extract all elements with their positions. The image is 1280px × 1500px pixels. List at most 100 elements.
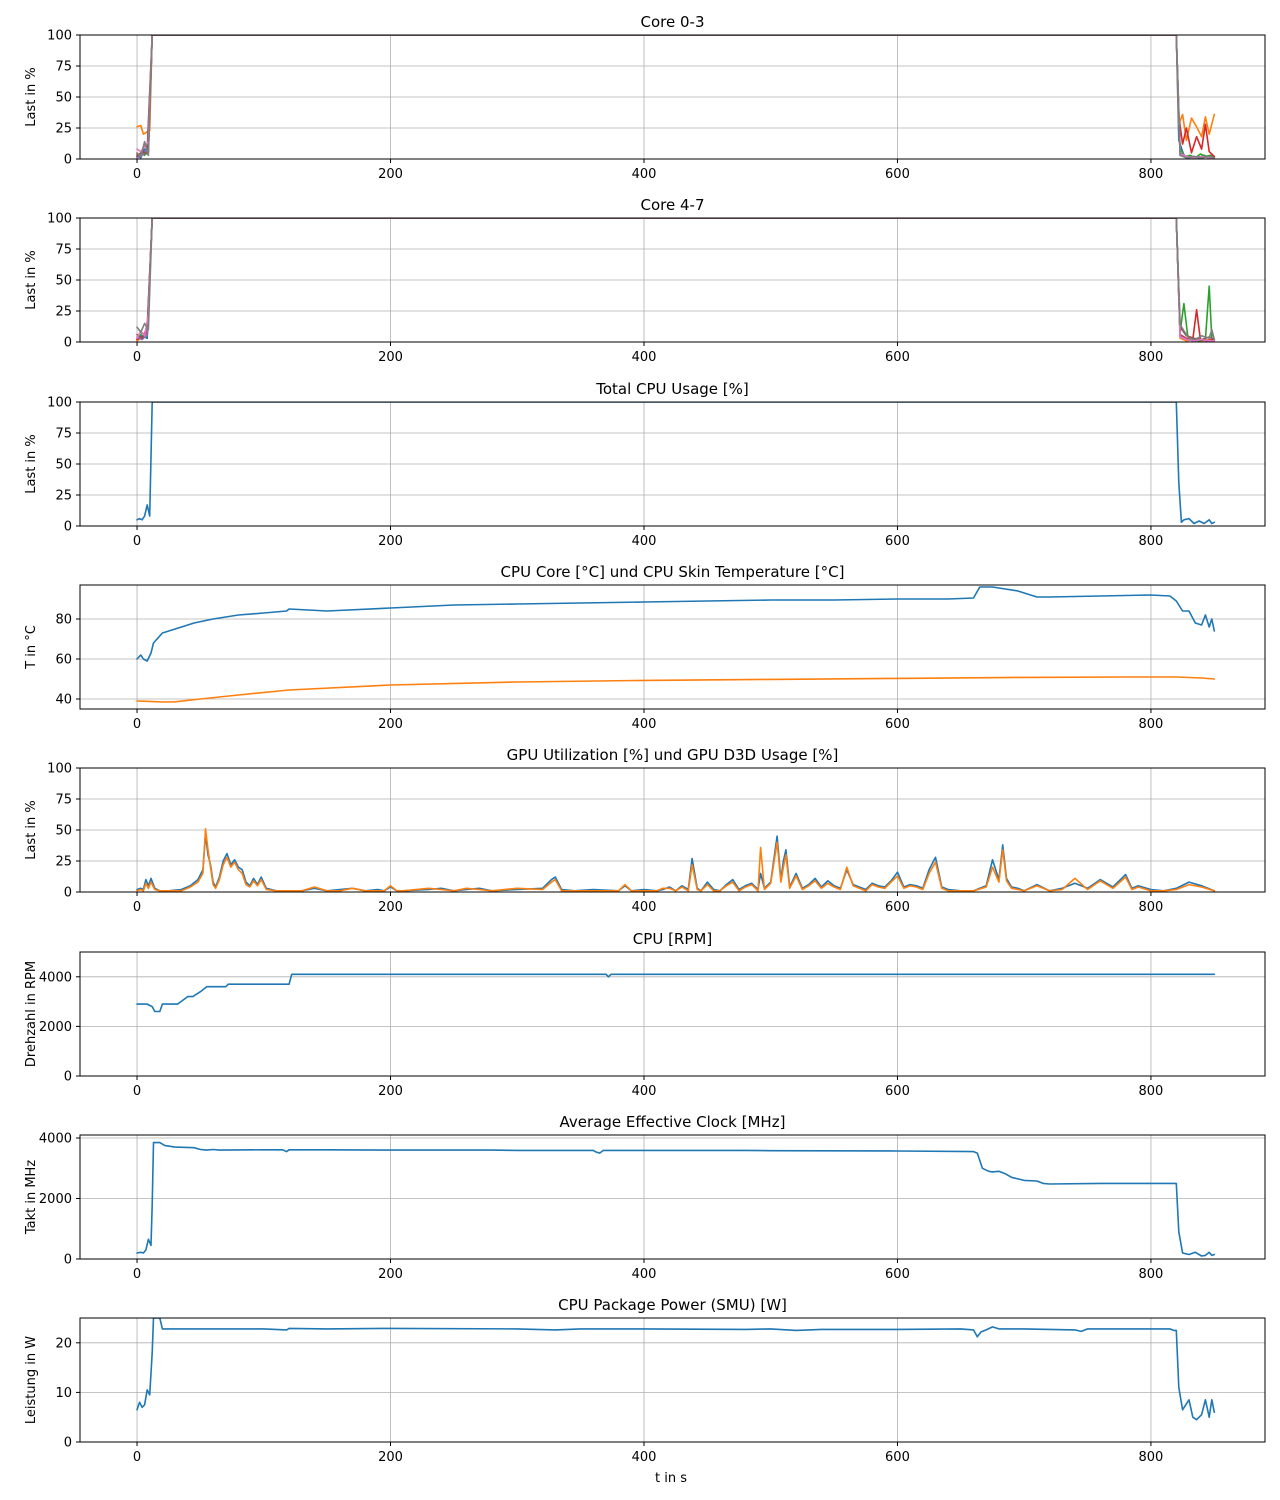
x-tick-label: 800: [1139, 1450, 1164, 1465]
series-line-core-2: [136, 35, 1216, 159]
y-tick-label: 100: [47, 396, 72, 411]
series-line-core-12: [136, 218, 1216, 342]
x-tick-label: 400: [632, 1267, 657, 1282]
y-axis-label: Last in %: [24, 434, 39, 494]
plot-frame: [79, 584, 1266, 710]
y-tick-label: 100: [47, 212, 72, 227]
y-tick-label: 50: [55, 824, 72, 839]
grid: [80, 217, 1265, 343]
y-axis-label: Takt in MHz: [24, 1160, 39, 1235]
y-tick-label: 100: [47, 29, 72, 44]
series-group: [136, 1141, 1216, 1257]
grid: [80, 1135, 1265, 1260]
series-line-core-8: [136, 218, 1216, 342]
x-tick-label: 200: [378, 534, 403, 549]
series-line-average-effective-clock: [136, 1141, 1216, 1257]
y-tick-label: 50: [55, 274, 72, 289]
y-tick-label: 4000: [39, 970, 72, 985]
x-tick-label: 0: [133, 350, 141, 365]
plot-frame: [79, 767, 1266, 893]
subplot-6: CPU [RPM] 0 200 400 600 800 0 2000 4000Drehzahl …: [24, 930, 1266, 1099]
series-line-core-1: [136, 35, 1216, 142]
y-axis-label: Last in %: [24, 67, 39, 127]
subplot-4: CPU Core [°C] und CPU Skin Temperature […: [24, 563, 1266, 732]
x-tick-label: 600: [885, 1450, 910, 1465]
x-tick-label: 0: [133, 167, 141, 182]
x-tick-label: 800: [1139, 534, 1164, 549]
y-tick-label: 0: [64, 1436, 72, 1451]
y-axis-label: Last in %: [24, 800, 39, 860]
subplot-1: Core 0-3 0 200 400 600 800 0 25 50 75 100 Last in %: [24, 13, 1266, 182]
y-axis-label: Leistung in W: [24, 1336, 39, 1424]
series-group: [136, 973, 1216, 1013]
x-axis-label: t in s: [655, 1471, 687, 1486]
y-tick-label: 75: [55, 60, 72, 75]
series-line-core-15: [136, 218, 1216, 341]
x-tick-label: 0: [133, 717, 141, 732]
y-tick-label: 0: [64, 520, 72, 535]
x-tick-label: 200: [378, 167, 403, 182]
series-line-core-0: [136, 35, 1216, 159]
x-tick-label: 400: [632, 534, 657, 549]
y-tick-label: 2000: [39, 1192, 72, 1207]
y-tick-label: 100: [47, 762, 72, 777]
y-tick-label: 10: [55, 1386, 72, 1401]
grid: [80, 34, 1265, 160]
series-group: [136, 218, 1216, 342]
subplot-title: Core 4-7: [641, 196, 705, 214]
x-tick-label: 400: [632, 1450, 657, 1465]
x-tick-label: 0: [133, 900, 141, 915]
x-tick-label: 200: [378, 900, 403, 915]
series-line-gpu-d3d-usage: [136, 828, 1216, 892]
x-tick-label: 400: [632, 1084, 657, 1099]
plot-frame: [79, 34, 1266, 160]
series-line-cpu-package-power: [136, 1318, 1216, 1421]
subplot-3: Total CPU Usage [%] 0 200 400 600 800 0 25 50 75 1…: [24, 380, 1266, 549]
x-tick-label: 400: [632, 167, 657, 182]
y-tick-label: 40: [55, 693, 72, 708]
series-line-cpu-core: [136, 586, 1216, 662]
grid: [80, 585, 1265, 709]
x-tick-label: 200: [378, 717, 403, 732]
subplot-5: GPU Utilization [%] und GPU D3D Usage [%…: [24, 746, 1266, 915]
series-line-core-14: [136, 218, 1216, 342]
x-tick-label: 800: [1139, 1267, 1164, 1282]
x-tick-label: 200: [378, 350, 403, 365]
plot-frame: [79, 1134, 1266, 1260]
series-group: [136, 586, 1216, 703]
y-axis-label: Last in %: [24, 250, 39, 310]
grid: [80, 401, 1265, 527]
x-tick-label: 600: [885, 350, 910, 365]
y-tick-label: 0: [64, 1253, 72, 1268]
x-tick-label: 600: [885, 167, 910, 182]
series-line-gpu-utilization: [136, 834, 1216, 892]
x-tick-label: 600: [885, 1084, 910, 1099]
x-tick-label: 600: [885, 900, 910, 915]
y-tick-label: 2000: [39, 1020, 72, 1035]
y-tick-label: 0: [64, 336, 72, 351]
x-tick-label: 800: [1139, 900, 1164, 915]
y-tick-label: 25: [55, 489, 72, 504]
subplot-title: Average Effective Clock [MHz]: [560, 1113, 786, 1131]
x-tick-label: 600: [885, 1267, 910, 1282]
subplot-2: Core 4-7 0 200 400 600 800 0 25 50 75 100 Last in %: [24, 196, 1266, 365]
grid: [80, 767, 1265, 893]
x-tick-label: 200: [378, 1084, 403, 1099]
series-group: [136, 1318, 1216, 1421]
series-line-core-4: [136, 35, 1216, 159]
series-line-cpu-fan: [136, 973, 1216, 1013]
x-tick-label: 400: [632, 350, 657, 365]
y-axis-label: Drehzahl in RPM: [24, 961, 39, 1067]
series-line-cpu-skin-temperature: [136, 676, 1216, 703]
plot-frame: [79, 1317, 1266, 1443]
x-tick-label: 0: [133, 534, 141, 549]
x-tick-label: 200: [378, 1450, 403, 1465]
y-axis-label: T in °C: [24, 625, 39, 670]
x-tick-label: 800: [1139, 1084, 1164, 1099]
subplot-title: CPU [RPM]: [633, 930, 712, 948]
x-tick-label: 0: [133, 1267, 141, 1282]
grid: [80, 952, 1265, 1077]
plot-frame: [79, 401, 1266, 527]
